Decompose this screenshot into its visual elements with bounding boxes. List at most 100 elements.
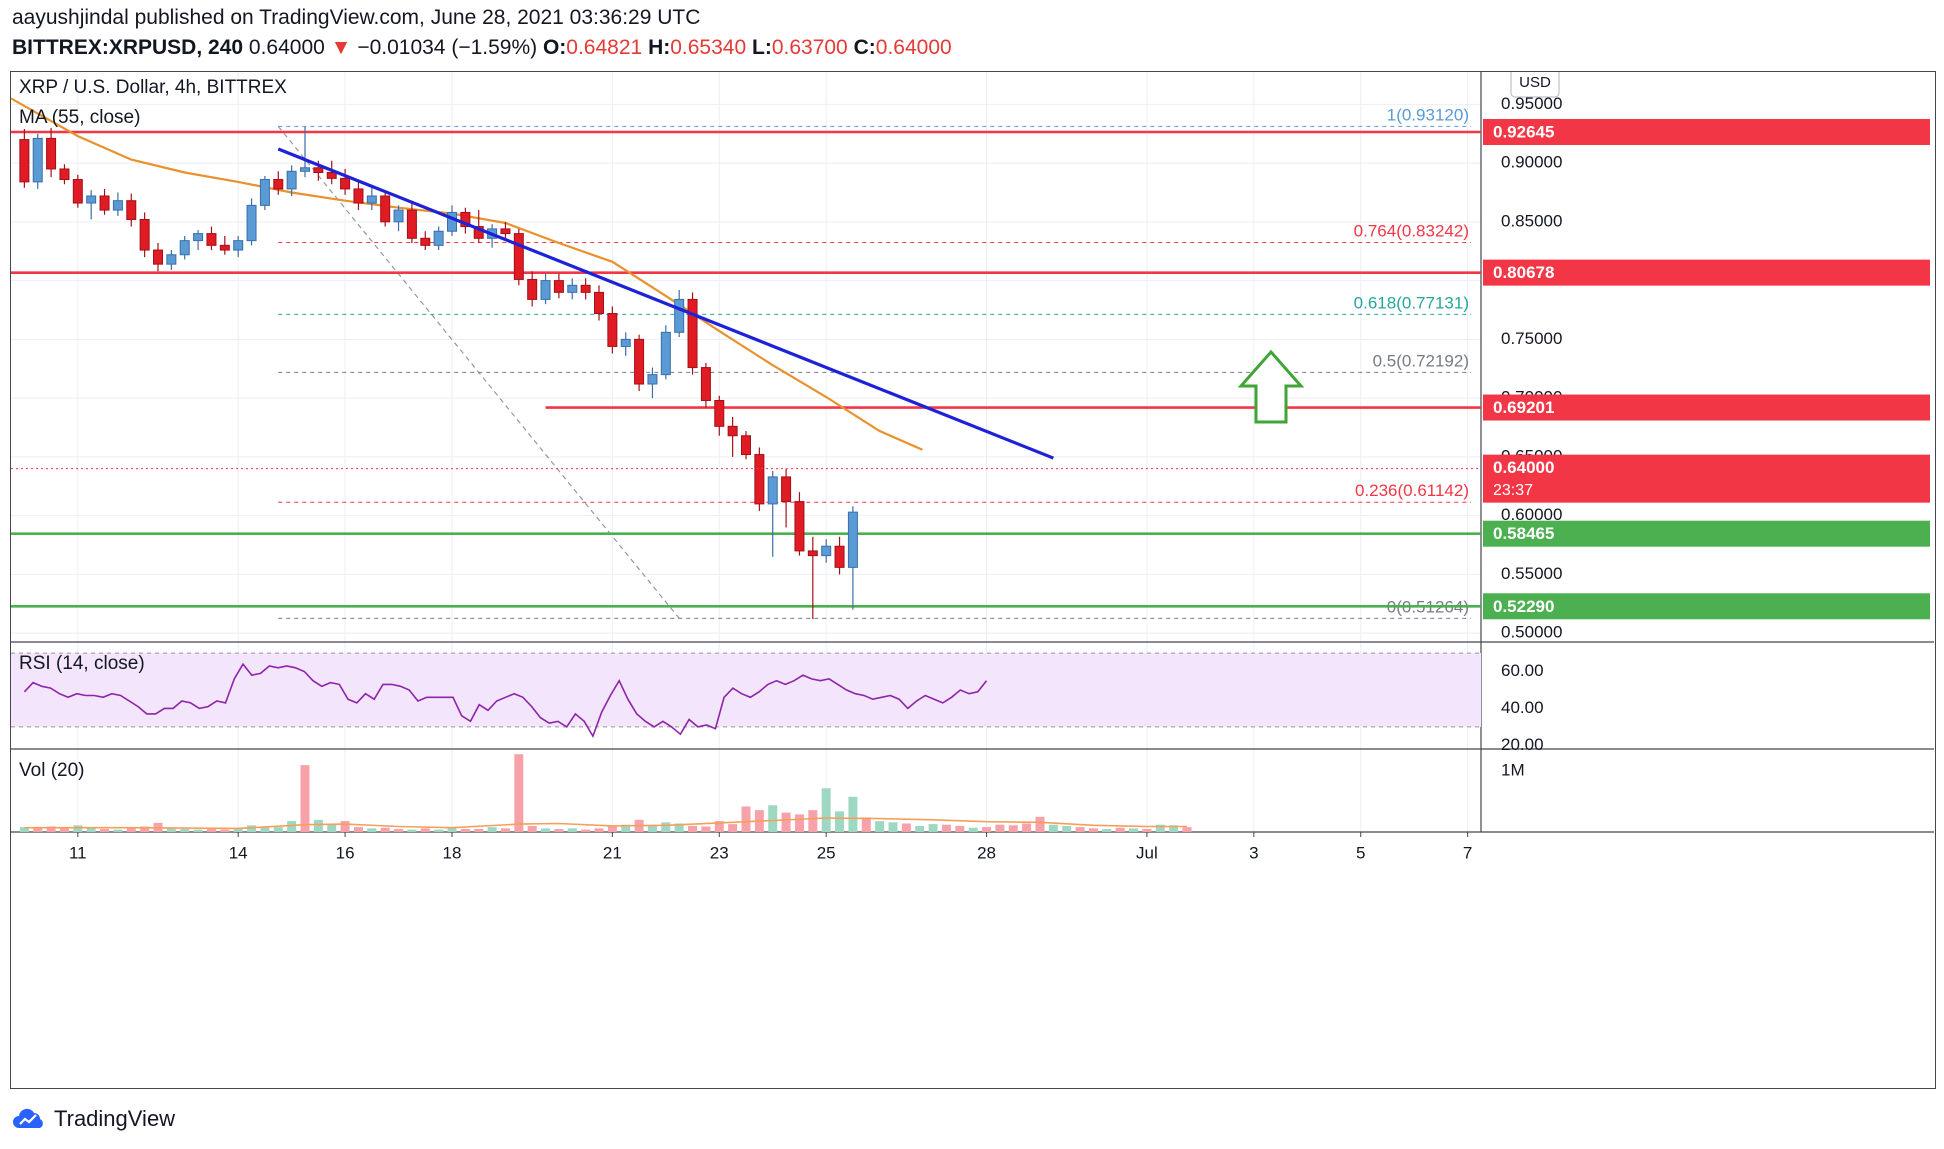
candle bbox=[754, 447, 765, 511]
volume-bar bbox=[995, 824, 1005, 832]
price-tick-label: 0.90000 bbox=[1501, 153, 1562, 172]
candle-body bbox=[500, 228, 511, 235]
volume-bar bbox=[260, 826, 270, 832]
candle-body bbox=[433, 230, 444, 246]
price-level-tag: 0.52290 bbox=[1483, 593, 1930, 620]
volume-bar bbox=[287, 821, 297, 832]
candle-body bbox=[754, 454, 765, 505]
volume-bar bbox=[1048, 824, 1058, 832]
candle bbox=[674, 290, 685, 338]
candle-body bbox=[807, 550, 818, 557]
tradingview-logo[interactable]: TradingView bbox=[12, 1106, 175, 1132]
candle bbox=[447, 205, 457, 236]
candle-body bbox=[447, 211, 457, 232]
volume-bar bbox=[1129, 828, 1139, 832]
candle-body bbox=[233, 240, 244, 251]
candle bbox=[607, 306, 618, 354]
volume-bar bbox=[941, 824, 951, 832]
candle-body bbox=[179, 240, 190, 256]
volume-bar bbox=[206, 828, 216, 832]
candle-body bbox=[59, 168, 70, 181]
candle-body bbox=[567, 284, 578, 293]
open-value: 0.64821 bbox=[566, 36, 643, 59]
volume-bar bbox=[741, 806, 751, 832]
price-tick-label: 0.50000 bbox=[1501, 623, 1562, 642]
volume-bar bbox=[407, 829, 417, 832]
price-level-tag-text: 0.92645 bbox=[1493, 122, 1554, 141]
candle-body bbox=[620, 338, 631, 347]
volume-bar bbox=[233, 827, 243, 832]
candle bbox=[72, 174, 83, 208]
volume-tick-label: 1M bbox=[1501, 761, 1525, 780]
candle bbox=[286, 165, 297, 196]
candle bbox=[59, 164, 70, 185]
candle-body bbox=[46, 137, 57, 170]
volume-bar bbox=[701, 826, 711, 832]
candle-body bbox=[727, 425, 738, 437]
candle bbox=[433, 226, 444, 251]
ma-indicator-label: MA (55, close) bbox=[19, 107, 140, 128]
candle bbox=[353, 181, 364, 211]
chart-frame[interactable]: 1(0.93120) 0.764(0.83242) 0.618(0.77131) 0.… bbox=[10, 71, 1936, 1089]
candle-body bbox=[300, 167, 310, 172]
candle-body bbox=[259, 179, 270, 206]
price-level-tag: 0.80678 bbox=[1483, 259, 1930, 286]
candle bbox=[340, 168, 351, 195]
candle bbox=[807, 536, 818, 620]
price-chart[interactable]: 1(0.93120) 0.764(0.83242) 0.618(0.77131) 0.… bbox=[11, 72, 1934, 1087]
volume-bar bbox=[1022, 823, 1032, 832]
candle bbox=[794, 492, 805, 556]
candle bbox=[660, 325, 671, 380]
candle-body bbox=[634, 338, 645, 385]
candle bbox=[727, 416, 738, 457]
volume-bar bbox=[353, 827, 363, 832]
candle-body bbox=[112, 200, 123, 211]
candle-body bbox=[86, 195, 97, 204]
candle-body bbox=[687, 298, 698, 369]
candle bbox=[112, 192, 123, 216]
volume-bar bbox=[955, 825, 965, 832]
fib-level-label: 0.618(0.77131) bbox=[1354, 293, 1469, 312]
candle-body bbox=[594, 291, 604, 315]
volume-bar bbox=[1102, 828, 1112, 832]
candle bbox=[567, 278, 578, 300]
volume-bar bbox=[1008, 825, 1018, 832]
volume-bar bbox=[367, 828, 377, 832]
candle-body bbox=[380, 195, 391, 223]
candle bbox=[300, 126, 310, 178]
countdown-text: 23:37 bbox=[1493, 482, 1533, 499]
volume-bar bbox=[340, 821, 350, 832]
date-tick-label: 21 bbox=[603, 843, 622, 862]
candle-body bbox=[847, 511, 858, 568]
volume-bar bbox=[59, 828, 69, 832]
candle bbox=[687, 292, 698, 375]
volume-bar bbox=[1155, 824, 1165, 832]
down-triangle-icon: ▼ bbox=[330, 36, 352, 59]
candle-body bbox=[219, 244, 230, 251]
candle-body bbox=[540, 280, 551, 300]
last-price-tag: 0.64000 23:37 bbox=[1483, 454, 1930, 503]
candle bbox=[647, 367, 658, 399]
candle-body bbox=[580, 284, 591, 293]
candle bbox=[714, 395, 725, 436]
date-tick-label: 11 bbox=[69, 843, 87, 862]
candle bbox=[46, 127, 57, 178]
candle-body bbox=[166, 254, 177, 265]
volume-bar bbox=[835, 811, 845, 832]
volume-bar bbox=[220, 829, 230, 832]
volume-bar bbox=[688, 825, 698, 832]
volume-bar bbox=[1169, 825, 1179, 832]
candle-body bbox=[393, 209, 404, 223]
volume-bar bbox=[848, 796, 858, 832]
candle-body bbox=[781, 476, 792, 503]
candle-body bbox=[313, 167, 324, 173]
candle-body bbox=[527, 278, 538, 300]
volume-bar bbox=[1075, 827, 1085, 832]
last-price-tag-box bbox=[1483, 454, 1930, 503]
price-level-tag-text: 0.52290 bbox=[1493, 597, 1554, 616]
candle bbox=[19, 129, 30, 188]
rsi-tick-label: 60.00 bbox=[1501, 661, 1544, 680]
candle-body bbox=[700, 367, 711, 401]
volume-bar bbox=[126, 828, 136, 832]
volume-bar bbox=[594, 828, 604, 832]
